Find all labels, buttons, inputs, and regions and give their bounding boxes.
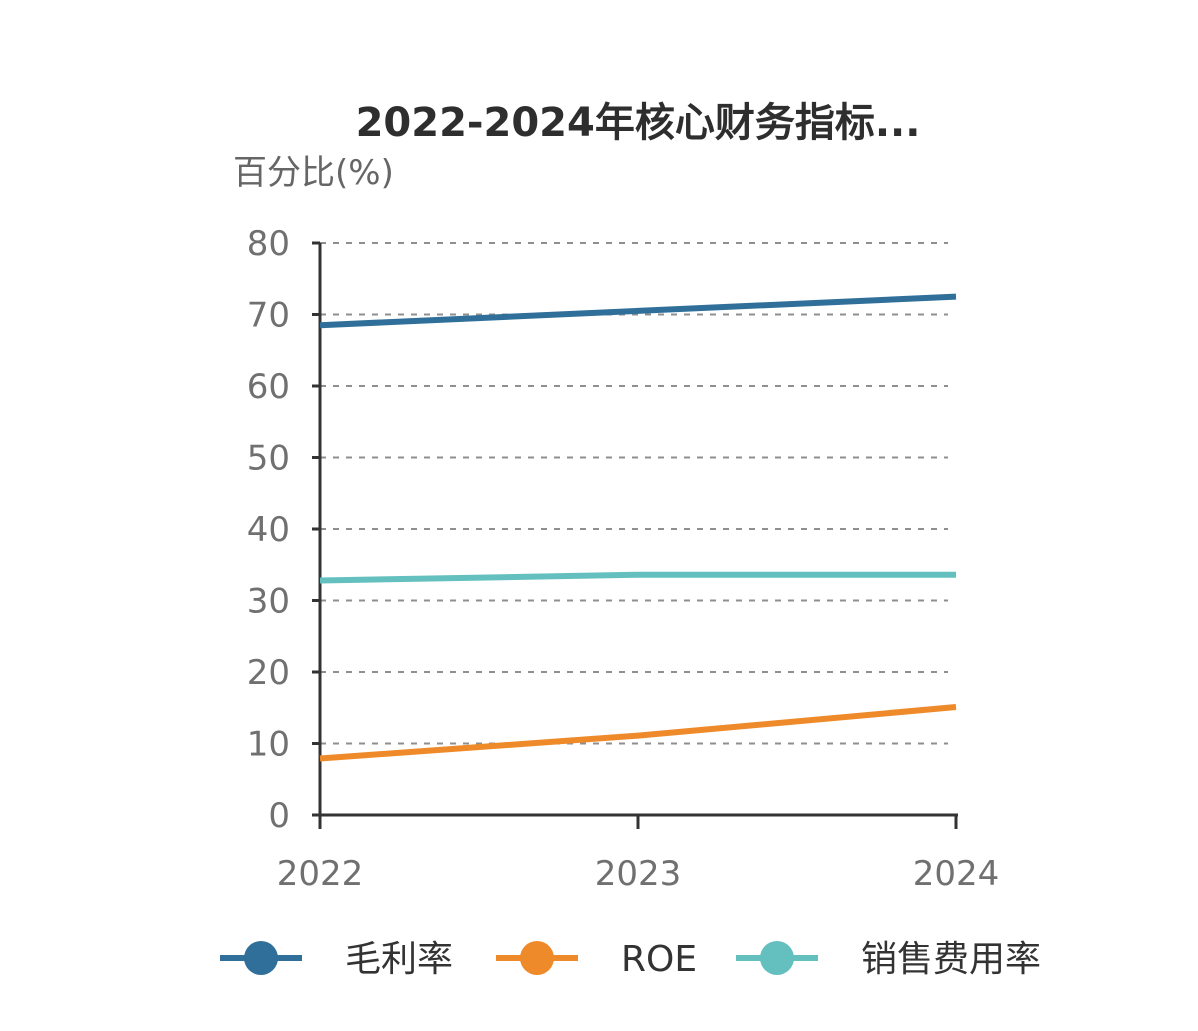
legend-marker xyxy=(244,941,278,975)
series-lines xyxy=(319,293,957,762)
legend-label: 毛利率 xyxy=(345,939,453,980)
legend-label: 销售费用率 xyxy=(861,939,1041,980)
x-tick-label: 2023 xyxy=(595,854,682,894)
legend-marker xyxy=(520,941,554,975)
y-tick-label: 40 xyxy=(247,510,290,550)
x-tick-label: 2024 xyxy=(913,854,1000,894)
x-tick-label: 2022 xyxy=(277,854,364,894)
y-tick-label: 0 xyxy=(268,796,290,836)
y-tick-labels: 0 10 20 30 40 50 60 70 80 xyxy=(247,224,290,836)
y-tick-label: 20 xyxy=(247,653,290,693)
series-line-2 xyxy=(319,571,956,584)
legend-marker xyxy=(760,941,794,975)
y-tick-label: 10 xyxy=(247,725,290,765)
legend-label: ROE xyxy=(621,939,697,980)
legend: 毛利率 ROE 销售费用率 xyxy=(220,939,1041,980)
axes xyxy=(312,241,958,829)
y-tick-label: 70 xyxy=(247,296,290,336)
x-tick-labels: 2022 2023 2024 xyxy=(277,854,1000,894)
y-tick-label: 30 xyxy=(247,582,290,622)
series-line-1 xyxy=(319,704,957,762)
y-tick-label: 60 xyxy=(247,367,290,407)
y-tick-label: 50 xyxy=(247,439,290,479)
gridlines xyxy=(320,242,948,745)
chart-title: 2022-2024年核心财务指标... xyxy=(356,100,921,146)
y-tick-label: 80 xyxy=(247,224,290,264)
y-axis-label: 百分比(%) xyxy=(233,153,394,193)
series-line-0 xyxy=(319,293,957,329)
